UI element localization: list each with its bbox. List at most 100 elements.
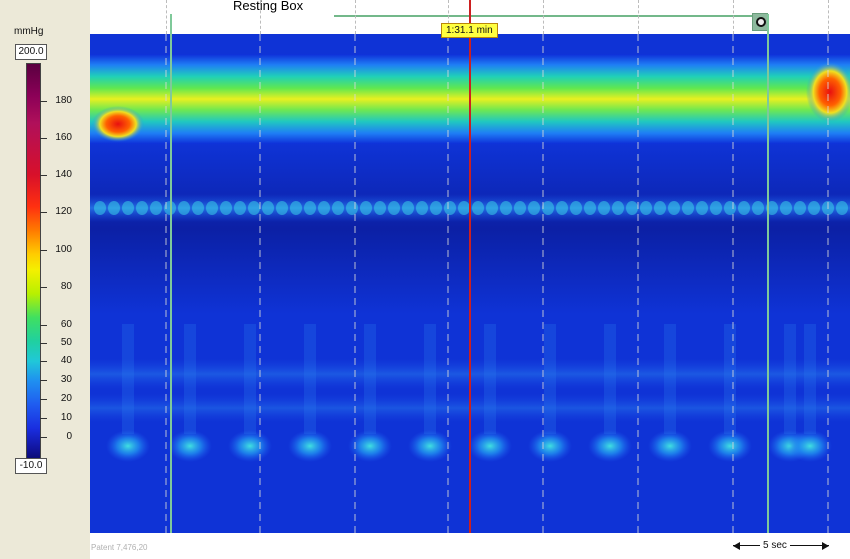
gridline-extension (828, 0, 829, 34)
colorbar-min-input[interactable]: -10.0 (15, 458, 47, 474)
bead (108, 201, 120, 215)
colorbar-tick-label: 80 (60, 281, 72, 292)
resting-box-left-edge[interactable] (170, 14, 172, 559)
arrow-right-icon (822, 542, 829, 550)
wave-streak (122, 324, 134, 434)
colorbar-tick-mark (40, 380, 47, 381)
gridline-extension (543, 0, 544, 34)
bead (752, 201, 764, 215)
colorbar-tick-mark (40, 250, 47, 251)
time-scale-label: 5 sec (760, 540, 790, 551)
time-marker-label[interactable]: 1:31.1 min (441, 23, 498, 38)
colorbar-tick-mark (40, 138, 47, 139)
wave-blob (468, 430, 512, 462)
bead (122, 201, 134, 215)
colorbar-tick-label: 10 (60, 412, 72, 423)
bead (290, 201, 302, 215)
bead (724, 201, 736, 215)
wave-blob (788, 430, 832, 462)
bead (696, 201, 708, 215)
bead (234, 201, 246, 215)
wave-streak (544, 324, 556, 434)
wave-blob (348, 430, 392, 462)
gridline-extension (166, 0, 167, 34)
wave-streak (604, 324, 616, 434)
bead (206, 201, 218, 215)
gridline-extension (355, 0, 356, 34)
wave-streak (184, 324, 196, 434)
bead (514, 201, 526, 215)
bead (528, 201, 540, 215)
bead (654, 201, 666, 215)
bead (794, 201, 806, 215)
colorbar-tick-label: 100 (55, 244, 72, 255)
bead (668, 201, 680, 215)
bead (374, 201, 386, 215)
colorbar-tick-mark (40, 399, 47, 400)
bead (388, 201, 400, 215)
bead (248, 201, 260, 215)
colorbar-tick-label: 20 (60, 393, 72, 404)
colorbar-tick-label: 120 (55, 206, 72, 217)
wave-streak (664, 324, 676, 434)
bead (346, 201, 358, 215)
colorbar-tick-label: 60 (60, 319, 72, 330)
colorbar-tick-mark (40, 175, 47, 176)
bead (584, 201, 596, 215)
gridline-extension (448, 0, 449, 34)
wave-streak (804, 324, 816, 434)
bead (360, 201, 372, 215)
bead (808, 201, 820, 215)
colorbar-tick-label: 140 (55, 169, 72, 180)
bead (556, 201, 568, 215)
wave-blob (288, 430, 332, 462)
colorbar-tick-label: 30 (60, 374, 72, 385)
bead (766, 201, 778, 215)
wave-blob (588, 430, 632, 462)
colorbar-unit-label: mmHg (14, 26, 44, 37)
wave-blob (106, 430, 150, 462)
circle-handle-icon (756, 17, 766, 27)
colorbar-tick-mark (40, 101, 47, 102)
colorbar-tick-label: 0 (66, 431, 72, 442)
gridline-extension (638, 0, 639, 34)
bead (542, 201, 554, 215)
colorbar-tick-mark (40, 437, 47, 438)
bead (94, 201, 106, 215)
bead (500, 201, 512, 215)
colorbar-tick-label: 180 (55, 95, 72, 106)
bead (304, 201, 316, 215)
bead (220, 201, 232, 215)
bead (136, 201, 148, 215)
bead (458, 201, 470, 215)
bead (150, 201, 162, 215)
wave-blob (708, 430, 752, 462)
colorbar-gradient (26, 63, 41, 461)
bead (836, 201, 848, 215)
bead (332, 201, 344, 215)
bead (444, 201, 456, 215)
patent-notice: Patent 7,476,20 (91, 543, 148, 552)
time-cursor[interactable] (469, 0, 471, 559)
colorbar-tick-mark (40, 287, 47, 288)
colorbar-tick-mark (40, 361, 47, 362)
wave-blob (228, 430, 272, 462)
resting-box-handle[interactable] (752, 13, 768, 31)
bead (570, 201, 582, 215)
wave-streak (364, 324, 376, 434)
colorbar-tick-label: 40 (60, 355, 72, 366)
resting-box-label: Resting Box (233, 0, 304, 13)
colorbar-tick-mark (40, 325, 47, 326)
colorbar-tick-mark (40, 343, 47, 344)
wave-streak (304, 324, 316, 434)
gridline-extension (733, 0, 734, 34)
bead (710, 201, 722, 215)
wave-blobs (106, 324, 832, 462)
plot-footer (90, 533, 850, 559)
resting-box-right-edge[interactable] (767, 14, 769, 559)
resting-box-top-edge[interactable] (334, 15, 768, 17)
bead (276, 201, 288, 215)
wave-blob (168, 430, 212, 462)
bead (626, 201, 638, 215)
colorbar-max-input[interactable]: 200.0 (15, 44, 47, 60)
